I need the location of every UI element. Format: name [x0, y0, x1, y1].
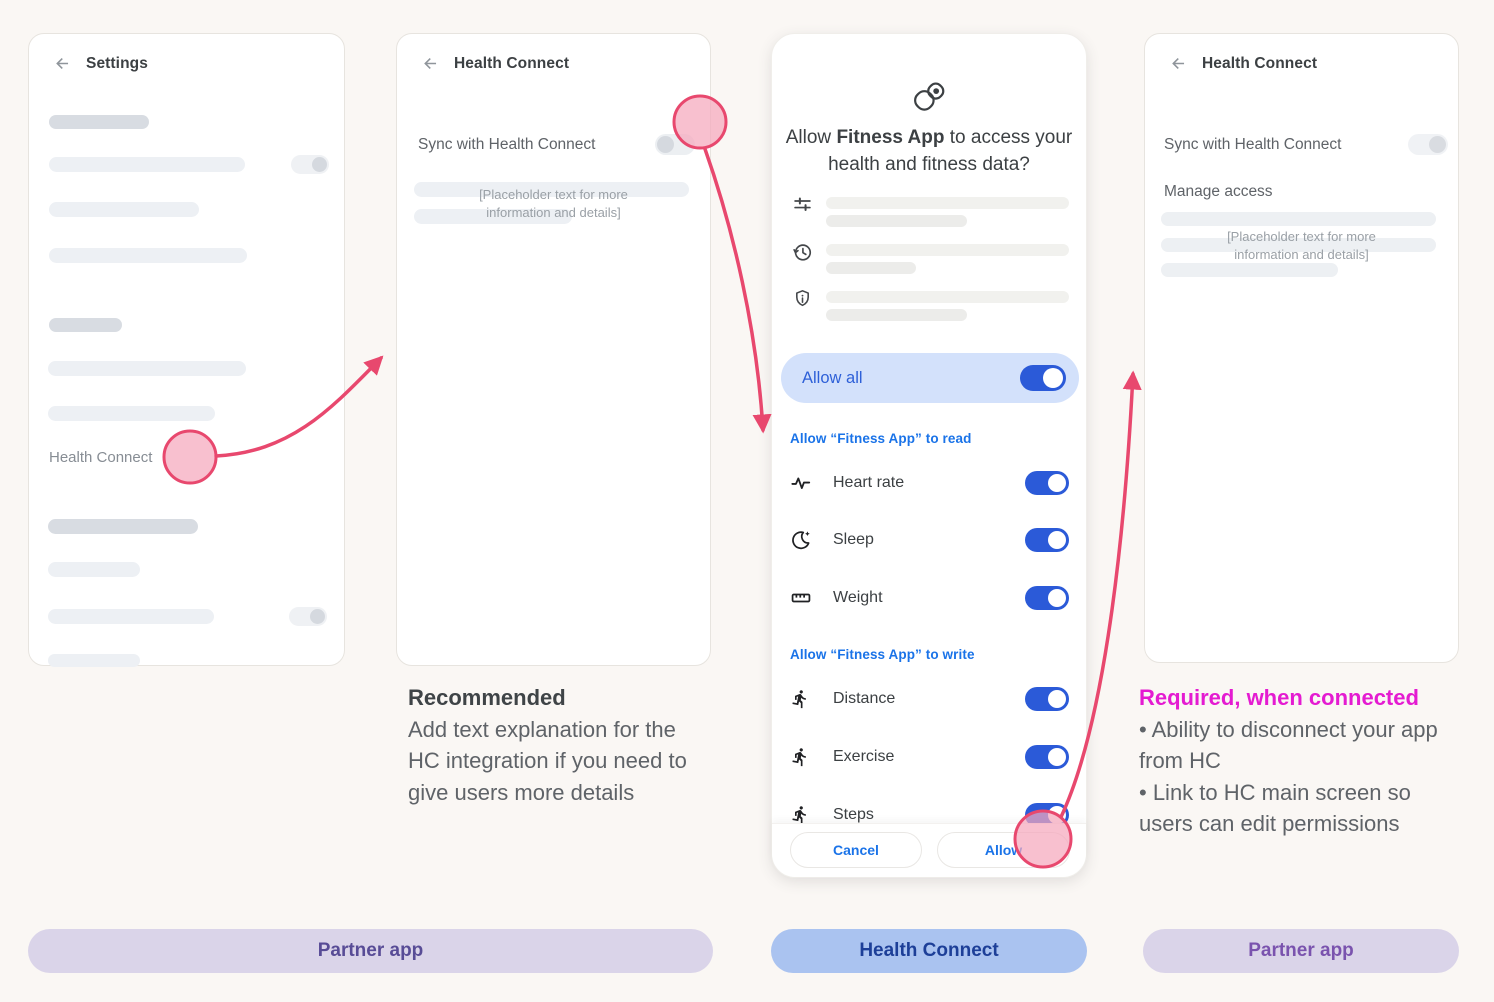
distance-toggle[interactable] — [1025, 687, 1069, 711]
sleep-icon — [790, 529, 814, 551]
permission-row-heart-rate: Heart rate — [790, 471, 1069, 495]
legend-partner-app-left: Partner app — [28, 929, 713, 973]
required-bullet-1: • Ability to disconnect your app from HC — [1139, 716, 1438, 774]
settings-toggle[interactable] — [291, 155, 329, 174]
weight-ruler-icon — [790, 587, 814, 609]
skeleton-line — [414, 182, 689, 197]
runner-icon — [790, 747, 814, 767]
skeleton-line — [1161, 212, 1436, 226]
sync-label: Sync with Health Connect — [1164, 136, 1342, 153]
weight-toggle[interactable] — [1025, 586, 1069, 610]
write-section-label: Allow “Fitness App” to write — [790, 647, 975, 662]
permission-row-exercise: Exercise — [790, 745, 1069, 769]
recommended-note: Recommended Add text explanation for the… — [408, 682, 693, 808]
allow-all-row[interactable]: Allow all — [781, 353, 1079, 403]
skeleton-line — [1161, 263, 1338, 277]
skeleton-section-header — [48, 519, 198, 534]
screen1-header: Settings — [53, 54, 148, 73]
skeleton-line — [414, 209, 572, 224]
heart-rate-icon — [790, 472, 814, 494]
skeleton-line — [49, 202, 199, 217]
skeleton-line — [826, 291, 1069, 303]
sync-label: Sync with Health Connect — [418, 136, 596, 153]
skeleton-line — [48, 361, 246, 376]
health-connect-menu-item[interactable]: Health Connect — [49, 449, 153, 466]
skeleton-section-header — [49, 115, 149, 129]
permission-row-sleep: Sleep — [790, 528, 1069, 552]
allow-button[interactable]: Allow — [937, 832, 1070, 868]
allow-all-label: Allow all — [802, 368, 863, 387]
skeleton-line — [1161, 238, 1436, 252]
screen1-title: Settings — [86, 54, 148, 72]
skeleton-line — [49, 157, 245, 172]
back-arrow-icon[interactable] — [1169, 54, 1188, 73]
allow-all-toggle[interactable] — [1020, 365, 1066, 391]
sync-toggle[interactable] — [655, 134, 695, 155]
screen4-title: Health Connect — [1202, 54, 1318, 72]
back-arrow-icon[interactable] — [53, 54, 72, 73]
exercise-toggle[interactable] — [1025, 745, 1069, 769]
runner-icon — [790, 805, 814, 825]
required-title: Required, when connected — [1139, 685, 1419, 710]
screen-partner-settings: Settings Health Connect — [28, 33, 345, 667]
screen2-header: Health Connect — [421, 54, 569, 73]
skeleton-line — [826, 309, 967, 321]
screen2-title: Health Connect — [454, 54, 570, 72]
required-note: Required, when connected • Ability to di… — [1139, 682, 1454, 840]
shield-info-icon — [792, 288, 813, 309]
cancel-button[interactable]: Cancel — [790, 832, 922, 868]
skeleton-line — [48, 562, 140, 577]
hc-permission-dialog: Allow Fitness App to access your health … — [771, 33, 1087, 878]
settings-toggle[interactable] — [289, 607, 327, 626]
skeleton-line — [826, 262, 916, 274]
permission-row-weight: Weight — [790, 586, 1069, 610]
required-bullet-2: • Link to HC main screen so users can ed… — [1139, 779, 1411, 837]
placeholder-text: [Placeholder text for more information a… — [479, 187, 628, 220]
heart-rate-toggle[interactable] — [1025, 471, 1069, 495]
placeholder-text: [Placeholder text for more information a… — [1227, 229, 1376, 262]
screen-partner-hc: Health Connect Sync with Health Connect … — [396, 33, 711, 666]
back-arrow-icon[interactable] — [421, 54, 440, 73]
screen4-header: Health Connect — [1169, 54, 1317, 73]
legend-health-connect: Health Connect — [771, 929, 1087, 973]
arrow-toggle-to-dialog — [703, 147, 772, 434]
health-connect-logo-icon — [772, 78, 1086, 116]
read-section-label: Allow “Fitness App” to read — [790, 431, 972, 446]
skeleton-line — [49, 248, 247, 263]
skeleton-line — [48, 406, 215, 421]
runner-icon — [790, 689, 814, 709]
sync-toggle[interactable] — [1408, 134, 1448, 155]
skeleton-line — [826, 215, 967, 227]
manage-access-link[interactable]: Manage access — [1164, 183, 1273, 200]
permission-row-distance: Distance — [790, 687, 1069, 711]
sleep-toggle[interactable] — [1025, 528, 1069, 552]
dialog-footer: Cancel Allow — [772, 823, 1086, 877]
skeleton-line — [826, 197, 1069, 209]
screen-partner-connected: Health Connect Sync with Health Connect … — [1144, 33, 1459, 663]
dialog-title: Allow Fitness App to access your health … — [785, 127, 1073, 175]
legend-partner-app-right: Partner app — [1143, 929, 1459, 973]
recommended-body: Add text explanation for the HC integrat… — [408, 716, 687, 805]
history-icon — [791, 241, 813, 263]
skeleton-line — [826, 244, 1069, 256]
tune-icon — [792, 194, 813, 215]
skeleton-line — [48, 609, 214, 624]
skeleton-line — [48, 654, 140, 667]
recommended-title: Recommended — [408, 685, 566, 710]
skeleton-section-header — [49, 318, 122, 332]
